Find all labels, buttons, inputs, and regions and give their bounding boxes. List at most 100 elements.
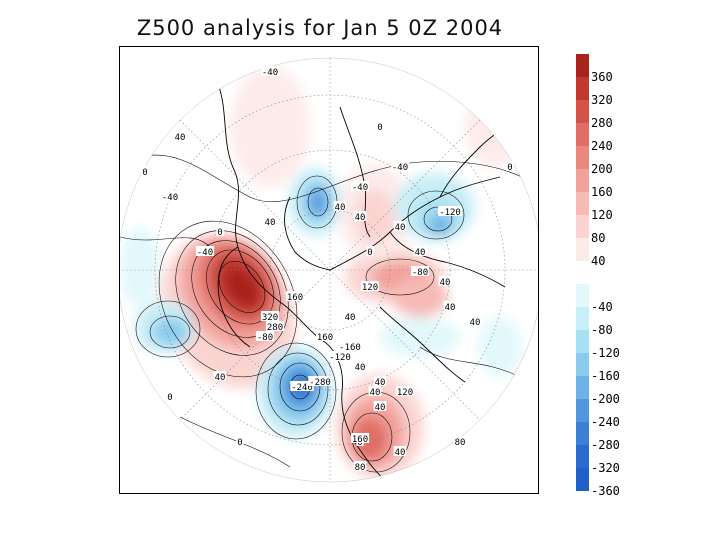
- contour-label: 160: [287, 293, 303, 303]
- colorbar-label: -160: [591, 369, 620, 383]
- contour-label: 280: [267, 323, 283, 333]
- contour-labels: -40 40 0 -40 0 -40 -40 40 0 40 0 -40 40 40 -120 40 -80 40…: [141, 66, 514, 473]
- contour-label: -40: [162, 193, 178, 203]
- colorbar-label: -320: [591, 461, 620, 475]
- anomaly-map: -40 40 0 -40 0 -40 -40 40 0 40 0 -40 40 40 -120 40 -80 40…: [120, 57, 538, 483]
- contour-label: -120: [439, 208, 461, 218]
- colorbar-label: -120: [591, 346, 620, 360]
- contour-label-bg: [333, 201, 347, 211]
- colorbar-label: -80: [591, 323, 613, 337]
- contour-label-bg: [413, 246, 427, 256]
- contour-label-bg: [350, 181, 370, 191]
- contour-label-bg: [308, 376, 332, 386]
- contour-label: 80: [455, 438, 466, 448]
- contour-label-bg: [236, 436, 244, 446]
- contour-label-bg: [353, 211, 367, 221]
- contour-label: -40: [197, 248, 213, 258]
- colorbar-swatch: [576, 261, 589, 284]
- contour-label-bg: [353, 461, 367, 471]
- colorbar-swatch: [576, 468, 589, 491]
- colorbar-label: 280: [591, 116, 613, 130]
- colorbar-swatch: [576, 192, 589, 215]
- colorbar-label: 200: [591, 162, 613, 176]
- colorbar-swatch: [576, 146, 589, 169]
- contour-label-bg: [343, 311, 357, 321]
- contour-lines: [120, 154, 538, 473]
- contour-label: 40: [470, 318, 481, 328]
- contour-label-bg: [353, 361, 367, 371]
- contour-label-bg: [438, 206, 462, 216]
- contour-label: 160: [352, 435, 368, 445]
- contour-label: -120: [329, 353, 351, 363]
- contour-label-bg: [373, 376, 387, 386]
- colorbar-label: 80: [591, 231, 606, 245]
- contour-label-bg: [338, 341, 362, 351]
- colorbar-swatch: [576, 77, 589, 100]
- contour-label: 0: [142, 168, 147, 178]
- colorbar-label: 120: [591, 208, 613, 222]
- contour-label-bg: [395, 386, 415, 396]
- contour-label-bg: [213, 371, 227, 381]
- contour-label: -40: [352, 183, 368, 193]
- contour-label-bg: [373, 401, 387, 411]
- contour-label: -80: [257, 333, 273, 343]
- contour-label-bg: [141, 166, 149, 176]
- contour-label: 0: [237, 438, 242, 448]
- contour-label: 0: [217, 228, 222, 238]
- colorbar-swatch: [576, 422, 589, 445]
- colorbar-label: 360: [591, 70, 613, 84]
- colorbar-label: -360: [591, 484, 620, 498]
- contour-label: -160: [339, 343, 361, 353]
- contour-label-bg: [443, 301, 457, 311]
- contour-label: 160: [317, 333, 333, 343]
- colorbar-swatch: [576, 330, 589, 353]
- contour-label: -40: [392, 163, 408, 173]
- contour-label: 40: [395, 448, 406, 458]
- contour-label-bg: [265, 321, 285, 331]
- contour-label-bg: [328, 351, 352, 361]
- contour-label: 320: [262, 313, 278, 323]
- colorbar-swatch: [576, 123, 589, 146]
- contour-label-bg: [393, 446, 407, 456]
- contour-label: 0: [367, 248, 372, 258]
- contour-label-bg: [438, 276, 452, 286]
- contour-label: -240: [291, 383, 313, 393]
- colorbar-swatch: [576, 169, 589, 192]
- contour-label-bg: [160, 191, 180, 201]
- colorbar-swatch: [576, 353, 589, 376]
- map-title: Z500 analysis for Jan 5 0Z 2004: [136, 16, 504, 40]
- contour-label: 0: [507, 163, 512, 173]
- contour-label: 40: [175, 133, 186, 143]
- contour-label: 0: [377, 123, 382, 133]
- colorbar: 360 320 280 240 200 160 120 80 40 -40 -80 -120 -160 -…: [576, 54, 646, 497]
- contour-label-bg: [453, 436, 467, 446]
- contour-label: 0: [167, 393, 172, 403]
- contour-label: 40: [415, 248, 426, 258]
- contour-label: 40: [335, 203, 346, 213]
- colorbar-swatch: [576, 376, 589, 399]
- contour-label: -40: [262, 68, 278, 78]
- contour-label-bg: [366, 246, 374, 256]
- contour-label: 80: [355, 463, 366, 473]
- contour-label-bg: [506, 161, 514, 171]
- colorbar-swatch: [576, 215, 589, 238]
- contour-label-bg: [173, 131, 187, 141]
- colorbar-swatch: [576, 238, 589, 261]
- colorbar-label: 240: [591, 139, 613, 153]
- colorbar-swatch: [576, 54, 589, 77]
- contour-label: 40: [395, 223, 406, 233]
- contour-label-bg: [260, 311, 280, 321]
- colorbar-label: 40: [591, 254, 606, 268]
- colorbar-swatch: [576, 284, 589, 307]
- contour-label: 40: [215, 373, 226, 383]
- contour-label-bg: [393, 221, 407, 231]
- colorbar-label: -280: [591, 438, 620, 452]
- colorbar-label: 320: [591, 93, 613, 107]
- contour-label: -80: [412, 268, 428, 278]
- contour-label: 40: [265, 218, 276, 228]
- contour-label: 40: [355, 363, 366, 373]
- map-boundary: [120, 57, 538, 483]
- colorbar-label: -40: [591, 300, 613, 314]
- contour-label: 40: [440, 278, 451, 288]
- contour-label: 40: [355, 213, 366, 223]
